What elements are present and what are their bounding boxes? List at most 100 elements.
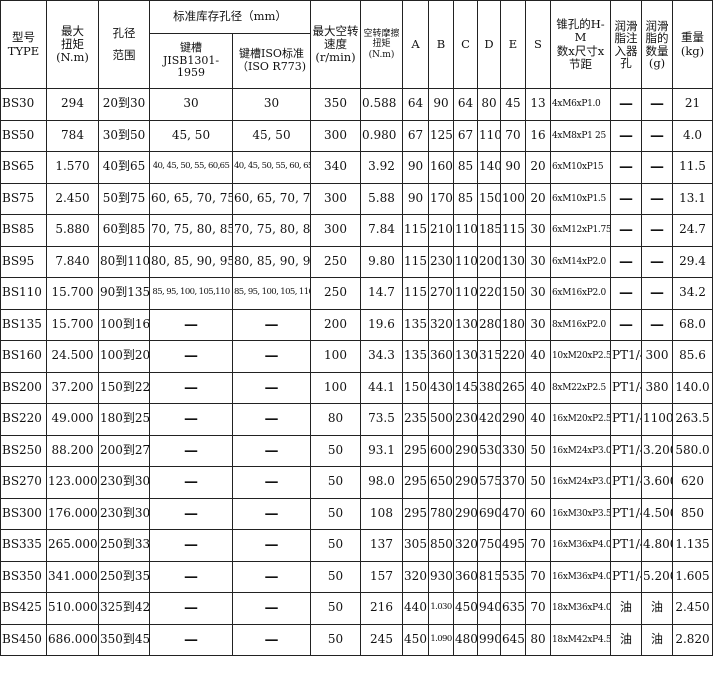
cell-d: 110 — [477, 119, 501, 152]
cell-max-torque: 265.000 — [46, 529, 99, 562]
cell-friction-torque: 5.88 — [360, 182, 403, 215]
cell-grease-qty: 380 — [641, 371, 673, 404]
table-row: BS20037.200150到220——10044.11504301453802… — [0, 371, 713, 404]
cell-b: 210 — [428, 214, 454, 247]
table-row: BS300176.000230到300——5010829578029069047… — [0, 497, 713, 530]
cell-d: 315 — [477, 340, 501, 373]
cell-keyway-jis: 70, 75, 80, 85 — [149, 214, 233, 247]
cell-grease-port: 油 — [610, 623, 642, 656]
cell-keyway-jis: — — [149, 497, 233, 530]
cell-grease-qty: 4.500 — [641, 497, 673, 530]
cell-grease-port: — — [610, 151, 642, 184]
cell-d: 140 — [477, 151, 501, 184]
cell-a: 235 — [402, 403, 429, 436]
cell-c: 290 — [453, 466, 478, 499]
cell-keyway-iso: — — [232, 371, 311, 404]
cell-b: 360 — [428, 340, 454, 373]
cell-friction-torque: 157 — [360, 560, 403, 593]
cell-taper-hole: 8xM22xP2.5 — [550, 371, 611, 404]
cell-keyway-iso: — — [232, 623, 311, 656]
cell-c: 130 — [453, 340, 478, 373]
cell-max-torque: 15.700 — [46, 277, 99, 310]
cell-s: 13 — [525, 88, 551, 121]
cell-friction-torque: 9.80 — [360, 245, 403, 278]
table-row: BS335265.000250到335——5013730585032075049… — [0, 529, 713, 562]
cell-bore-range: 90到135 — [98, 277, 150, 310]
cell-grease-qty: — — [641, 119, 673, 152]
cell-b: 1.090 — [428, 623, 454, 656]
header-friction-torque: 空转摩擦 扭矩 (N.m) — [360, 0, 403, 89]
cell-d: 990 — [477, 623, 501, 656]
header-keyway-jis: 键槽 JISB1301-1959 — [149, 33, 233, 89]
table-row: BS350341.000250到350——5015732093036081553… — [0, 560, 713, 593]
cell-keyway-jis: — — [149, 466, 233, 499]
cell-max-speed: 250 — [310, 245, 361, 278]
cell-e: 70 — [500, 119, 526, 152]
cell-keyway-iso: 45, 50 — [232, 119, 311, 152]
cell-c: 290 — [453, 434, 478, 467]
table-row: BS30 294 20到30 30 30 350 0.588 64 90 64 80 45 13 4xM6… — [0, 88, 713, 121]
header-stock-bore: 标准库存孔径（mm） — [149, 0, 311, 34]
cell-e: 45 — [500, 88, 526, 121]
cell-c: 145 — [453, 371, 478, 404]
cell-bore-range: 250到350 — [98, 560, 150, 593]
cell-grease-port: 油 — [610, 592, 642, 625]
cell-bore-range: 100到160 — [98, 308, 150, 341]
cell-s: 30 — [525, 277, 551, 310]
cell-b: 430 — [428, 371, 454, 404]
cell-grease-port: PT1/4 — [610, 497, 642, 530]
cell-max-speed: 300 — [310, 119, 361, 152]
cell-e: 370 — [500, 466, 526, 499]
cell-grease-qty: 1100 — [641, 403, 673, 436]
cell-a: 320 — [402, 560, 429, 593]
cell-weight: 1.135 — [672, 529, 713, 562]
cell-max-speed: 80 — [310, 403, 361, 436]
cell-max-torque: 784 — [46, 119, 99, 152]
cell-taper-hole: 6xM16xP2.0 — [550, 277, 611, 310]
cell-grease-port: PT1/4 — [610, 529, 642, 562]
cell-d: 220 — [477, 277, 501, 310]
cell-grease-qty: 300 — [641, 340, 673, 373]
cell-s: 30 — [525, 214, 551, 247]
cell-s: 70 — [525, 592, 551, 625]
cell-keyway-iso: 30 — [232, 88, 311, 121]
cell-e: 220 — [500, 340, 526, 373]
cell-weight: 2.450 — [672, 592, 713, 625]
table-row: BS50 784 30到50 45, 50 45, 50 300 0.980 67 125 67 1… — [0, 119, 713, 152]
cell-grease-qty: — — [641, 151, 673, 184]
cell-grease-qty: 油 — [641, 592, 673, 625]
cell-keyway-jis: — — [149, 403, 233, 436]
cell-max-speed: 50 — [310, 560, 361, 593]
cell-weight: 2.820 — [672, 623, 713, 656]
cell-s: 40 — [525, 340, 551, 373]
cell-grease-qty: — — [641, 182, 673, 215]
cell-weight: 34.2 — [672, 277, 713, 310]
cell-c: 480 — [453, 623, 478, 656]
cell-grease-qty: 5.200 — [641, 560, 673, 593]
cell-type: BS65 — [0, 151, 47, 184]
cell-b: 230 — [428, 245, 454, 278]
cell-keyway-iso: — — [232, 434, 311, 467]
header-keyway-iso: 键槽ISO标准 （ISO R773) — [232, 33, 311, 89]
cell-type: BS95 — [0, 245, 47, 278]
cell-type: BS75 — [0, 182, 47, 215]
cell-keyway-iso: — — [232, 403, 311, 436]
cell-c: 230 — [453, 403, 478, 436]
cell-a: 115 — [402, 277, 429, 310]
cell-max-torque: 294 — [46, 88, 99, 121]
cell-a: 115 — [402, 214, 429, 247]
cell-b: 90 — [428, 88, 454, 121]
cell-keyway-jis: 85, 95, 100, 105,110 — [149, 277, 233, 310]
cell-s: 30 — [525, 245, 551, 278]
cell-max-speed: 340 — [310, 151, 361, 184]
table-row: BS425510.000325到425——502164401.030450940… — [0, 592, 713, 625]
header-a: A — [402, 0, 429, 89]
cell-a: 115 — [402, 245, 429, 278]
cell-s: 80 — [525, 623, 551, 656]
cell-c: 320 — [453, 529, 478, 562]
cell-friction-torque: 93.1 — [360, 434, 403, 467]
header-max-torque: 最大 扭矩 (N.m) — [46, 0, 99, 89]
cell-type: BS300 — [0, 497, 47, 530]
cell-s: 50 — [525, 434, 551, 467]
cell-e: 470 — [500, 497, 526, 530]
